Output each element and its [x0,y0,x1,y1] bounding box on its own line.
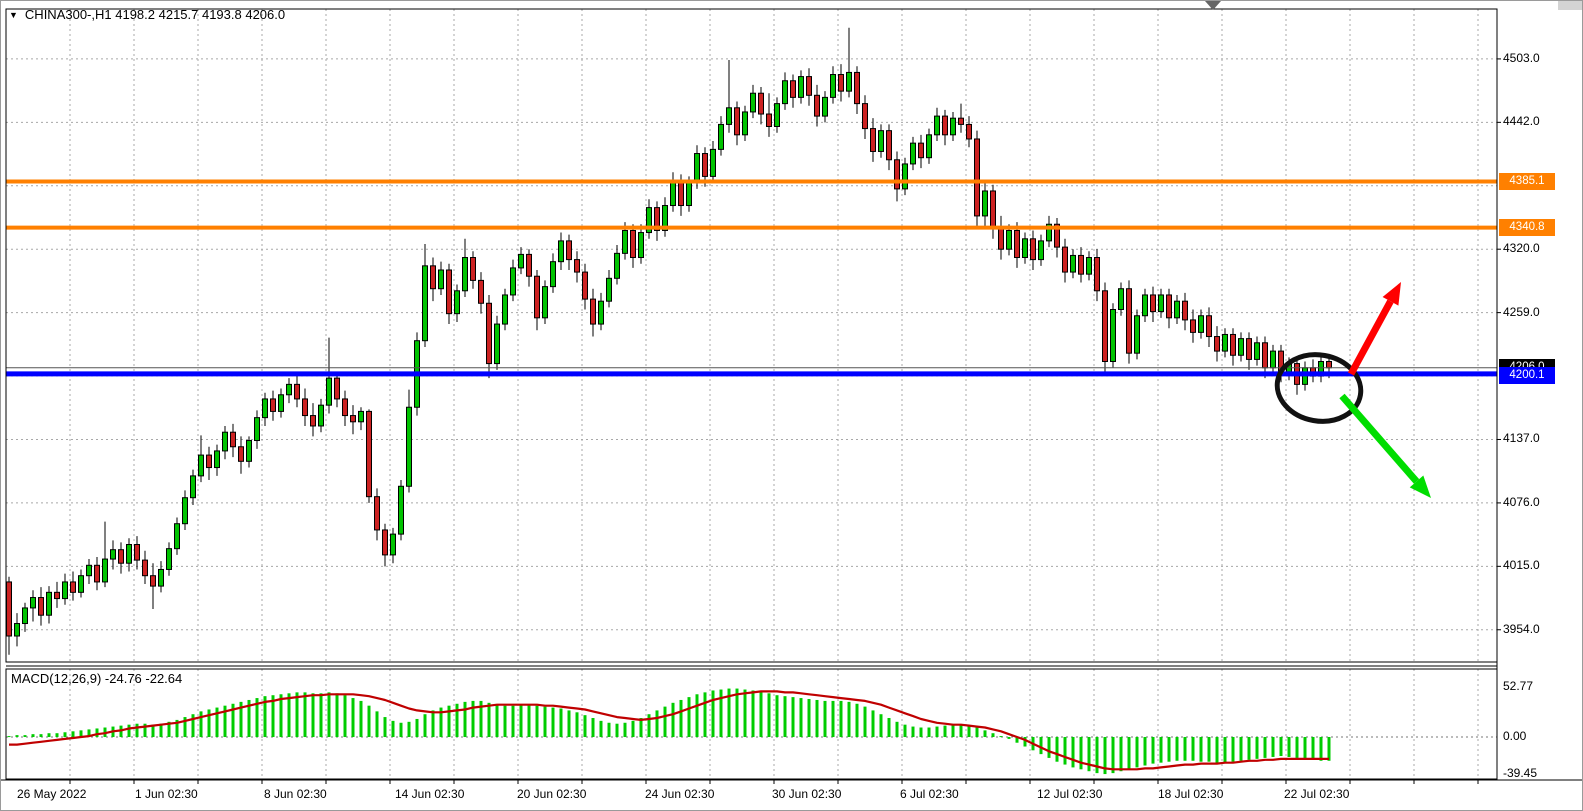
scrollbar-corner [1558,1,1582,10]
chart-title: CHINA300-,H1 4198.2 4215.7 4193.8 4206.0 [24,7,286,22]
macd-tick-label: -39.45 [1503,766,1538,781]
grid [6,9,1497,779]
macd-tick-label: 52.77 [1503,678,1534,693]
resistance2-price-label: 4340.8 [1499,219,1555,237]
bearish-arrow-head [1409,475,1431,498]
bullish-arrow-head [1382,282,1401,306]
chart-title-bar: ▼ CHINA300-,H1 4198.2 4215.7 4193.8 4206… [9,7,285,22]
time-tick-label: 30 Jun 02:30 [772,787,842,801]
time-tick-label: 22 Jul 02:30 [1284,787,1350,801]
time-tick-label: 18 Jul 02:30 [1158,787,1224,801]
price-tick-label: 4503.0 [1503,50,1540,65]
chart-shift-marker-icon[interactable] [1205,1,1221,10]
time-tick-label: 8 Jun 02:30 [264,787,327,801]
time-tick-label: 12 Jul 02:30 [1037,787,1103,801]
time-axis[interactable]: 26 May 2022 1 Jun 02:30 8 Jun 02:30 14 Jun … [1,781,1582,810]
time-tick-label: 20 Jun 02:30 [517,787,587,801]
time-tick-label: 24 Jun 02:30 [645,787,715,801]
bullish-arrow [1347,299,1394,376]
macd-label: MACD(12,26,9) -24.76 -22.64 [11,671,183,686]
candlestick-series [6,27,1332,655]
pane-borders [1,8,1582,784]
macd-histogram [7,688,1331,775]
time-tick-label: 6 Jul 02:30 [900,787,959,801]
price-tick-label: 4320.0 [1503,241,1540,256]
highlight-ellipse [1274,352,1364,424]
price-tick-label: 4259.0 [1503,304,1540,319]
drawing-objects[interactable] [1272,282,1431,498]
price-tick-label: 4442.0 [1503,114,1540,129]
macd-signal-line [9,690,1329,771]
time-tick-label: 26 May 2022 [17,787,87,801]
time-tick-label: 14 Jun 02:30 [395,787,465,801]
price-tick-label: 4015.0 [1503,558,1540,573]
resistance1-price-label: 4385.1 [1499,173,1555,190]
support-price-label: 4200.1 [1499,366,1555,384]
price-tick-label: 3954.0 [1503,621,1540,636]
macd-tick-label: 0.00 [1503,729,1527,743]
price-tick-label: 4076.0 [1503,494,1540,509]
level-lines[interactable] [6,179,1497,377]
time-tick-label: 1 Jun 02:30 [135,787,198,801]
price-tick-label: 4137.0 [1503,431,1540,446]
bearish-arrow [1339,393,1420,484]
symbol-dropdown-icon[interactable]: ▼ [9,9,18,20]
